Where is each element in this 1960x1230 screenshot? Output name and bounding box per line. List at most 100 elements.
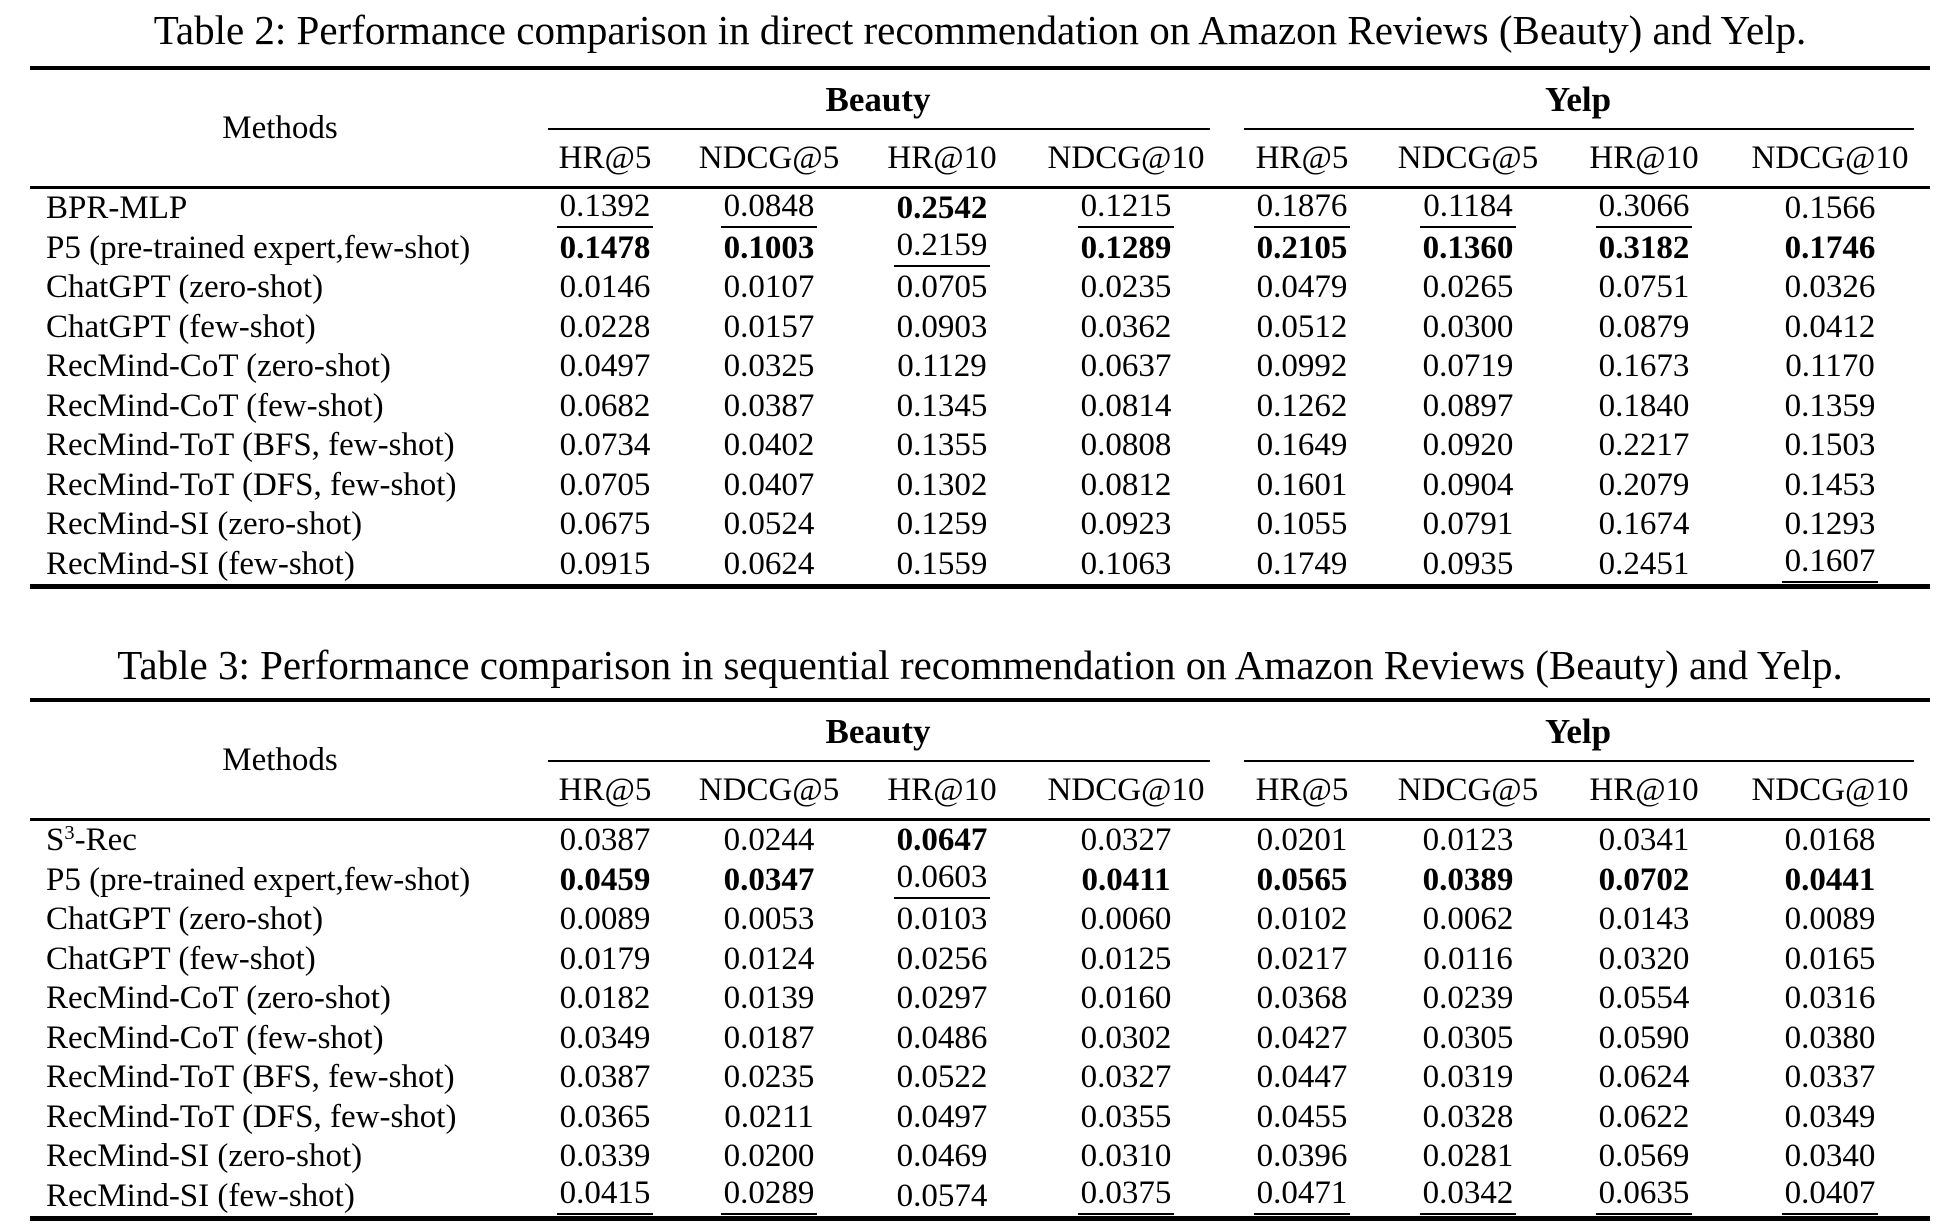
value-cell: 0.1359 (1730, 387, 1930, 427)
metric-value: 0.0297 (896, 980, 988, 1017)
value-cell: 0.0365 (530, 1098, 680, 1138)
metric-value: 0.0157 (723, 308, 815, 345)
table-row: P5 (pre-trained expert,few-shot) 0.0459 0.… (30, 861, 1930, 901)
metric-value: 0.1749 (1256, 545, 1348, 582)
value-cell: 0.0103 (858, 900, 1026, 940)
method-cell: RecMind-CoT (zero-shot) (46, 348, 391, 385)
metric-header: HR@5 (530, 130, 680, 189)
metric-value: 0.0904 (1422, 466, 1514, 503)
table-row: RecMind-ToT (BFS, few-shot) 0.0387 0.0235 0… (30, 1058, 1930, 1098)
value-cell: 0.1262 (1226, 387, 1378, 427)
metric-value: 0.0590 (1598, 1019, 1690, 1056)
metric-value: 0.0848 (720, 189, 818, 228)
metric-value: 0.0935 (1422, 545, 1514, 582)
value-cell: 0.0168 (1730, 820, 1930, 861)
value-cell: 0.1749 (1226, 545, 1378, 587)
metric-value: 0.0705 (559, 466, 651, 503)
metric-value: 0.0168 (1784, 822, 1876, 859)
value-cell: 0.0300 (1378, 308, 1558, 348)
metric-value: 0.0682 (559, 387, 651, 424)
group-header-row: Methods Beauty Yelp (30, 700, 1930, 821)
method-cell: RecMind-CoT (few-shot) (46, 1019, 384, 1056)
metric-header: HR@5 (1226, 762, 1378, 821)
value-cell: 0.0320 (1558, 940, 1730, 980)
metric-value: 0.0812 (1080, 466, 1172, 503)
metric-value: 0.0060 (1080, 901, 1172, 938)
metric-value: 0.0365 (559, 1098, 651, 1135)
value-cell: 0.0053 (680, 900, 858, 940)
metric-value: 0.0089 (559, 901, 651, 938)
metric-value: 0.0102 (1256, 901, 1348, 938)
metric-value: 0.2079 (1598, 466, 1690, 503)
value-cell: 0.1345 (858, 387, 1026, 427)
group-header-beauty: Beauty (530, 68, 1226, 130)
value-cell: 0.0125 (1026, 940, 1226, 980)
value-cell: 0.0349 (530, 1019, 680, 1059)
metric-value: 0.0339 (559, 1138, 651, 1175)
value-cell: 0.0389 (1378, 861, 1558, 901)
metric-header: NDCG@5 (1378, 762, 1558, 821)
value-cell: 0.0319 (1378, 1058, 1558, 1098)
metric-value: 0.1063 (1080, 545, 1172, 582)
metric-value: 0.0411 (1081, 861, 1171, 898)
value-cell: 0.2079 (1558, 466, 1730, 506)
metric-value: 0.0375 (1077, 1177, 1175, 1216)
value-cell: 0.0412 (1730, 308, 1930, 348)
value-cell: 0.1559 (858, 545, 1026, 587)
method-cell: ChatGPT (zero-shot) (46, 901, 324, 938)
value-cell: 0.0387 (530, 820, 680, 861)
metric-value: 0.0062 (1422, 901, 1514, 938)
value-cell: 0.0705 (858, 268, 1026, 308)
metric-value: 0.0497 (896, 1098, 988, 1135)
value-cell: 0.0479 (1226, 268, 1378, 308)
value-cell: 0.1503 (1730, 426, 1930, 466)
method-cell: ChatGPT (few-shot) (46, 308, 316, 345)
value-cell: 0.0157 (680, 308, 858, 348)
metric-header: NDCG@10 (1026, 130, 1226, 189)
value-cell: 0.0407 (680, 466, 858, 506)
metric-value: 0.0342 (1419, 1177, 1517, 1216)
metric-value: 0.0522 (896, 1059, 988, 1096)
metric-value: 0.0143 (1598, 901, 1690, 938)
metric-value: 0.1453 (1784, 466, 1876, 503)
metric-value: 0.0228 (559, 308, 651, 345)
direct-recommendation-table: Methods Beauty Yelp HR@5 NDCG@5 HR@10 ND… (30, 66, 1930, 589)
method-cell: P5 (pre-trained expert,few-shot) (46, 861, 471, 898)
metric-value: 0.0603 (893, 861, 991, 900)
metric-value: 0.1215 (1077, 189, 1175, 228)
value-cell: 0.1673 (1558, 347, 1730, 387)
value-cell: 0.0340 (1730, 1137, 1930, 1177)
value-cell: 0.0362 (1026, 308, 1226, 348)
value-cell: 0.0675 (530, 505, 680, 545)
group-header-row: Methods Beauty Yelp (30, 68, 1930, 189)
value-cell: 0.1453 (1730, 466, 1930, 506)
value-cell: 0.3182 (1558, 229, 1730, 269)
value-cell: 0.0337 (1730, 1058, 1930, 1098)
value-cell: 0.2159 (858, 229, 1026, 269)
value-cell: 0.0719 (1378, 347, 1558, 387)
metric-value: 0.3066 (1595, 189, 1693, 228)
metric-value: 0.0923 (1080, 506, 1172, 543)
value-cell: 0.0380 (1730, 1019, 1930, 1059)
value-cell: 0.0512 (1226, 308, 1378, 348)
metric-value: 0.0124 (723, 940, 815, 977)
value-cell: 0.2217 (1558, 426, 1730, 466)
value-cell: 0.0123 (1378, 820, 1558, 861)
metric-value: 0.0340 (1784, 1138, 1876, 1175)
metric-value: 0.0486 (896, 1019, 988, 1056)
value-cell: 0.0569 (1558, 1137, 1730, 1177)
metric-value: 0.0325 (723, 348, 815, 385)
table-row: RecMind-SI (zero-shot) 0.0339 0.0200 0.0469… (30, 1137, 1930, 1177)
value-cell: 0.2542 (858, 188, 1026, 229)
value-cell: 0.0441 (1730, 861, 1930, 901)
value-cell: 0.0375 (1026, 1177, 1226, 1219)
metric-value: 0.0182 (559, 980, 651, 1017)
value-cell: 0.0342 (1378, 1177, 1558, 1219)
metric-value: 0.1129 (897, 348, 987, 385)
metric-value: 0.0387 (723, 387, 815, 424)
value-cell: 0.0554 (1558, 979, 1730, 1019)
metric-value: 0.1055 (1256, 506, 1348, 543)
value-cell: 0.0326 (1730, 268, 1930, 308)
method-cell: RecMind-CoT (few-shot) (46, 387, 384, 424)
metric-value: 0.0574 (896, 1177, 988, 1214)
